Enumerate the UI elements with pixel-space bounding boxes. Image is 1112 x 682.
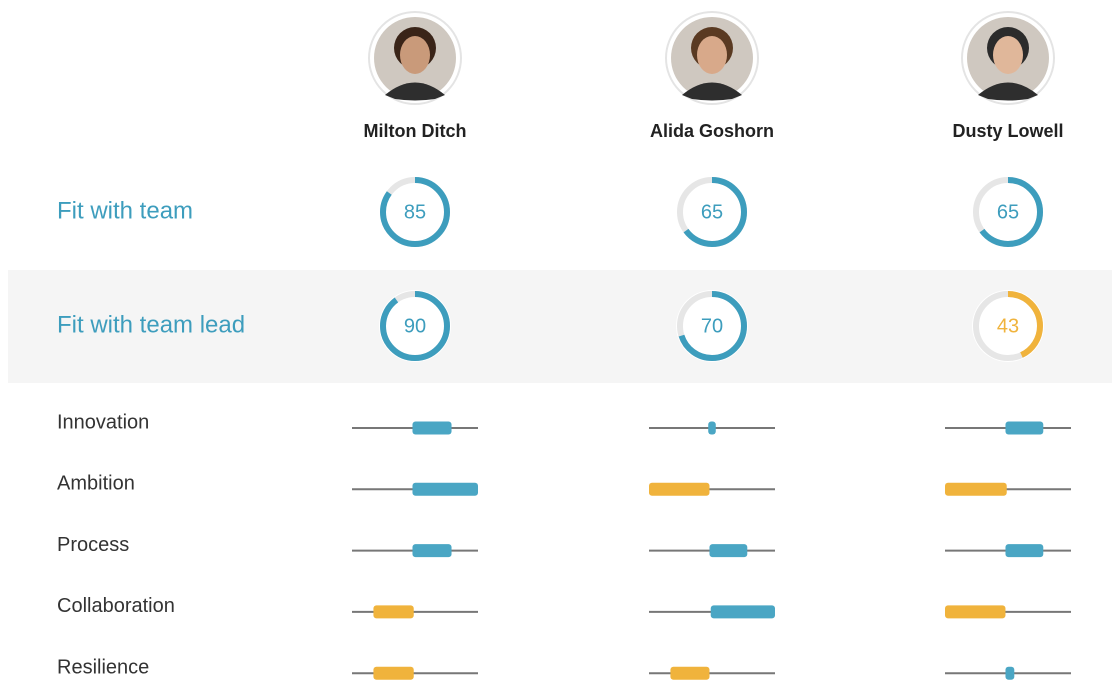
trait-bar [412, 483, 478, 496]
donut-score: 65 [997, 201, 1019, 223]
donut-score: 85 [404, 201, 426, 223]
trait-bar [709, 544, 747, 557]
trait-bar [945, 483, 1007, 496]
donut-score: 90 [404, 315, 426, 337]
candidate-name: Alida Goshorn [650, 121, 774, 141]
trait-bar [711, 605, 775, 618]
avatar-face [697, 36, 727, 74]
avatar-face [400, 36, 430, 74]
donut-score: 43 [997, 315, 1019, 337]
trait-bar [649, 483, 709, 496]
trait-label: Innovation [57, 411, 149, 433]
trait-bar [412, 544, 451, 557]
comparison-screen: Milton Ditch Alida Goshorn Dusty Lowell Fit… [0, 0, 1112, 682]
trait-bar [945, 605, 1005, 618]
trait-bar [1005, 422, 1043, 435]
fit-label: Fit with team lead [57, 311, 245, 338]
trait-label: Ambition [57, 473, 135, 495]
trait-bar [1005, 667, 1014, 680]
fit-label: Fit with team [57, 197, 193, 224]
donut-score: 65 [701, 201, 723, 223]
candidate-name: Dusty Lowell [952, 121, 1063, 141]
avatar-face [993, 36, 1023, 74]
candidate-name: Milton Ditch [364, 121, 467, 141]
trait-bar [373, 605, 413, 618]
trait-label: Resilience [57, 656, 149, 678]
trait-bar [412, 422, 451, 435]
donut-score: 70 [701, 315, 723, 337]
trait-bar [1005, 544, 1043, 557]
trait-label: Process [57, 534, 129, 556]
trait-bar [708, 422, 716, 435]
trait-label: Collaboration [57, 595, 175, 617]
trait-bar [670, 667, 709, 680]
trait-bar [373, 667, 413, 680]
